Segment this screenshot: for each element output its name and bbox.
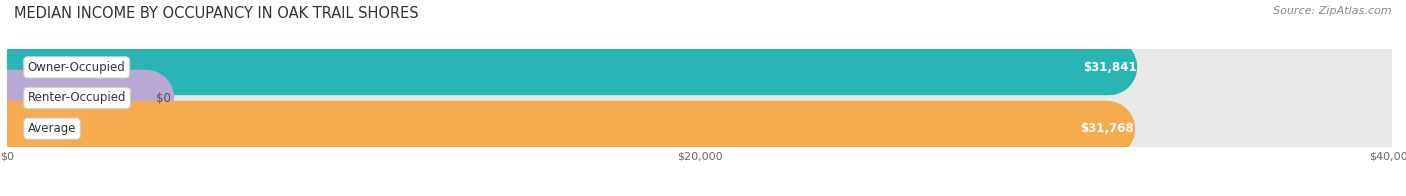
Text: MEDIAN INCOME BY OCCUPANCY IN OAK TRAIL SHORES: MEDIAN INCOME BY OCCUPANCY IN OAK TRAIL … xyxy=(14,6,419,21)
Text: $31,841: $31,841 xyxy=(1083,61,1136,74)
Text: $0: $0 xyxy=(156,92,170,104)
Text: Source: ZipAtlas.com: Source: ZipAtlas.com xyxy=(1274,6,1392,16)
Text: Renter-Occupied: Renter-Occupied xyxy=(28,92,127,104)
Text: $31,768: $31,768 xyxy=(1080,122,1133,135)
Text: Owner-Occupied: Owner-Occupied xyxy=(28,61,125,74)
Text: Average: Average xyxy=(28,122,76,135)
